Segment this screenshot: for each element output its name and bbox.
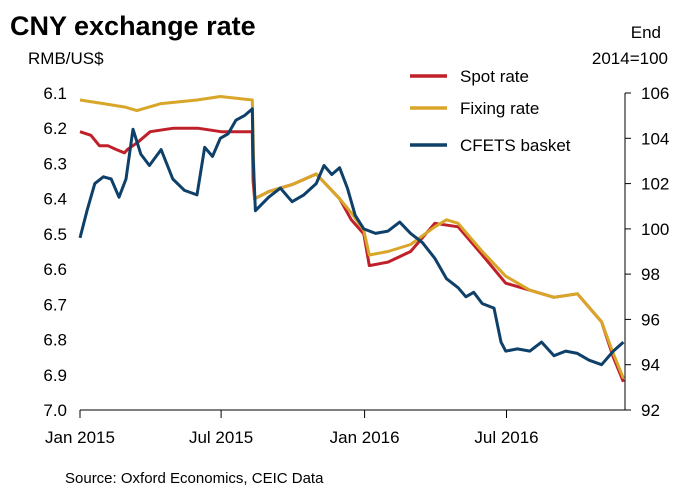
left-axis-unit-label: RMB/US$ — [28, 49, 104, 68]
left-tick-label: 7.0 — [43, 401, 67, 420]
left-tick-label: 6.2 — [43, 119, 67, 138]
legend-label-cfets-basket: CFETS basket — [460, 136, 571, 155]
left-tick-label: 6.8 — [43, 331, 67, 350]
right-tick-label: 100 — [641, 220, 669, 239]
source-note: Source: Oxford Economics, CEIC Data — [65, 470, 324, 487]
plot-lines — [78, 95, 625, 383]
x-tick-label: Jan 2015 — [45, 428, 115, 447]
left-axis-ticks: 6.1 6.2 6.3 6.4 6.5 6.6 6.7 6.8 6.9 7.0 — [43, 84, 67, 420]
right-tick-label: 102 — [641, 175, 669, 194]
legend-label-spot-rate: Spot rate — [460, 67, 529, 86]
left-tick-label: 6.9 — [43, 366, 67, 385]
x-tick-label: Jul 2016 — [474, 428, 538, 447]
fixing-rate-line — [79, 95, 625, 379]
right-tick-label: 96 — [641, 310, 660, 329]
right-tick-label: 104 — [641, 129, 669, 148]
right-tick-label: 94 — [641, 356, 660, 375]
legend: Spot rate Fixing rate CFETS basket — [410, 67, 571, 155]
left-tick-label: 6.7 — [43, 295, 67, 314]
left-tick-label: 6.3 — [43, 154, 67, 173]
right-tick-label: 106 — [641, 84, 669, 103]
x-tick-label: Jan 2016 — [330, 428, 400, 447]
left-tick-label: 6.4 — [43, 190, 67, 209]
right-tick-label: 98 — [641, 265, 660, 284]
cfets-basket-line — [78, 107, 625, 367]
right-axis-unit-label-line-2: 2014=100 — [592, 49, 668, 68]
left-tick-label: 6.5 — [43, 225, 67, 244]
x-axis-ticks: Jan 2015 Jul 2015 Jan 2016 Jul 2016 — [45, 410, 539, 447]
left-tick-label: 6.1 — [43, 84, 67, 103]
x-tick-label: Jul 2015 — [189, 428, 253, 447]
legend-label-fixing-rate: Fixing rate — [460, 99, 539, 118]
right-axis-unit-label-line-1: End — [631, 23, 661, 42]
right-tick-label: 92 — [641, 401, 660, 420]
left-tick-label: 6.6 — [43, 260, 67, 279]
chart-title: CNY exchange rate — [10, 11, 256, 41]
right-axis-ticks: 106 104 102 100 98 96 94 92 — [625, 84, 669, 420]
